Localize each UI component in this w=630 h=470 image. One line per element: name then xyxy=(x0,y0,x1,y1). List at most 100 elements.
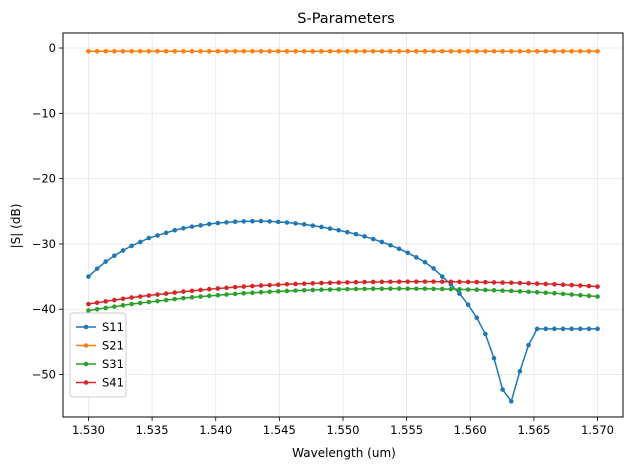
data-point-s21 xyxy=(137,48,143,54)
data-point-s31 xyxy=(517,289,523,294)
data-point-s41 xyxy=(552,282,557,287)
data-point-s11 xyxy=(155,233,160,238)
data-point-s21 xyxy=(396,48,402,54)
data-point-s11 xyxy=(198,223,203,228)
y-tick-label: −10 xyxy=(32,106,56,120)
data-point-s21 xyxy=(448,48,454,54)
series-s31 xyxy=(86,286,600,313)
data-point-s41 xyxy=(396,279,402,284)
data-point-s11 xyxy=(112,253,117,258)
data-point-s41 xyxy=(146,293,152,298)
data-point-s41 xyxy=(483,279,488,285)
data-point-s21 xyxy=(431,48,436,54)
data-point-s21 xyxy=(146,48,152,54)
data-point-s31 xyxy=(172,296,178,302)
x-tick-label: 1.560 xyxy=(454,423,487,437)
data-point-s41 xyxy=(137,294,143,299)
data-point-s21 xyxy=(379,48,385,54)
data-point-s11 xyxy=(293,221,298,226)
data-point-s31 xyxy=(232,291,238,297)
y-tick-label: −40 xyxy=(32,302,56,316)
data-point-s21 xyxy=(94,48,100,54)
data-point-s11 xyxy=(284,220,290,225)
data-point-s11 xyxy=(457,291,462,296)
data-point-s21 xyxy=(267,48,272,54)
data-point-s21 xyxy=(552,48,557,54)
data-point-s21 xyxy=(345,48,350,54)
data-point-s41 xyxy=(172,290,178,295)
data-point-s11 xyxy=(508,399,514,404)
y-tick-label: −20 xyxy=(32,172,56,186)
data-point-s41 xyxy=(163,291,169,296)
data-point-s21 xyxy=(275,48,281,54)
data-point-s31 xyxy=(327,287,333,292)
x-tick-label: 1.550 xyxy=(327,423,360,437)
data-point-s41 xyxy=(189,288,195,294)
data-point-s21 xyxy=(370,48,376,54)
data-point-s31 xyxy=(267,289,272,295)
data-point-s41 xyxy=(310,281,316,286)
data-point-s21 xyxy=(163,48,169,54)
data-point-s11 xyxy=(215,220,221,226)
data-point-s31 xyxy=(206,293,212,299)
data-point-s41 xyxy=(362,279,367,285)
data-point-s11 xyxy=(172,227,178,233)
data-point-s31 xyxy=(345,286,350,292)
data-point-s41 xyxy=(293,281,298,287)
data-point-s41 xyxy=(215,286,221,291)
data-point-s41 xyxy=(345,280,350,285)
data-point-s21 xyxy=(353,48,359,54)
data-point-s31 xyxy=(86,308,91,313)
data-point-s21 xyxy=(232,48,238,54)
data-point-s21 xyxy=(336,48,341,54)
y-tick-label: −50 xyxy=(32,368,56,382)
data-point-s41 xyxy=(155,292,160,297)
data-point-s41 xyxy=(275,282,281,287)
data-point-s11 xyxy=(94,266,100,272)
data-point-s41 xyxy=(284,282,290,287)
data-point-s11 xyxy=(319,224,324,230)
data-point-s41 xyxy=(267,282,272,288)
data-point-s41 xyxy=(500,280,505,285)
data-point-s11 xyxy=(86,274,91,279)
data-point-s41 xyxy=(112,297,117,303)
data-point-s21 xyxy=(491,48,497,54)
data-point-s41 xyxy=(560,282,566,287)
data-point-s31 xyxy=(112,304,117,309)
y-axis-ticks: 0 −10 −20 −30 −40 −50 xyxy=(32,41,63,382)
data-point-s41 xyxy=(465,279,471,285)
data-point-s11 xyxy=(120,248,126,253)
data-point-s11 xyxy=(405,250,411,256)
data-point-s31 xyxy=(543,290,549,296)
legend-swatch-marker xyxy=(83,361,89,367)
data-point-s11 xyxy=(206,221,212,227)
data-point-s31 xyxy=(457,287,462,292)
data-point-s11 xyxy=(103,259,109,264)
legend-swatch-marker xyxy=(83,343,89,348)
grid xyxy=(63,33,623,417)
data-point-s21 xyxy=(284,48,290,54)
data-point-s31 xyxy=(595,294,600,299)
x-tick-label: 1.535 xyxy=(136,423,169,437)
data-point-s21 xyxy=(362,48,367,54)
data-point-s41 xyxy=(206,286,212,292)
data-point-s11 xyxy=(275,219,281,225)
data-point-s21 xyxy=(500,48,505,54)
data-point-s11 xyxy=(534,326,540,332)
data-point-s11 xyxy=(146,235,152,241)
data-point-s31 xyxy=(301,288,307,293)
data-point-s21 xyxy=(206,48,212,54)
data-point-s41 xyxy=(241,284,247,289)
data-point-s21 xyxy=(310,48,316,54)
data-point-s11 xyxy=(543,326,549,332)
data-point-s41 xyxy=(129,295,134,300)
data-point-s41 xyxy=(439,279,445,284)
data-point-s41 xyxy=(543,281,549,287)
data-point-s11 xyxy=(517,368,523,374)
x-tick-label: 1.530 xyxy=(72,423,105,437)
data-point-s41 xyxy=(181,289,186,294)
legend-swatch-marker xyxy=(83,324,89,330)
data-point-s21 xyxy=(172,48,178,54)
data-point-s31 xyxy=(439,286,445,292)
data-point-s41 xyxy=(370,279,376,285)
